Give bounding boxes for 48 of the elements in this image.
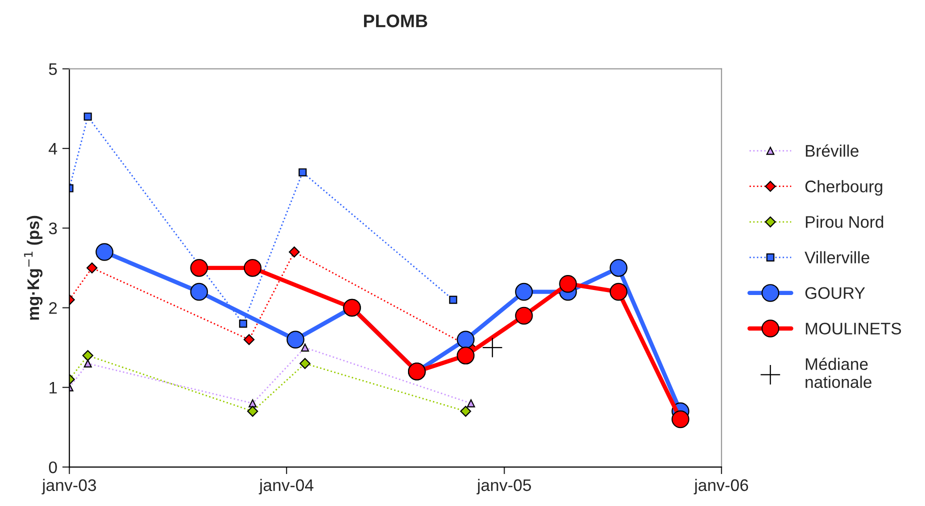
x-tick-label: janv-05 — [476, 478, 531, 494]
point — [247, 406, 258, 417]
point — [84, 112, 92, 121]
chart-title: PLOMB — [364, 14, 428, 28]
point — [86, 262, 98, 274]
point — [84, 359, 92, 368]
point — [610, 259, 628, 277]
point — [190, 259, 208, 277]
point — [559, 274, 577, 293]
point — [82, 350, 94, 361]
legend-label: Cherbourg — [805, 180, 882, 196]
point — [610, 282, 628, 301]
y-tick-label: 3 — [48, 222, 57, 234]
legend-label: Bréville — [806, 144, 858, 157]
legend-label: Villerville — [804, 251, 870, 264]
point — [288, 246, 300, 258]
point — [244, 259, 262, 277]
point — [449, 296, 458, 304]
y-tick-label: 2 — [49, 302, 57, 314]
point — [244, 334, 255, 346]
point — [190, 282, 208, 301]
point — [515, 282, 533, 301]
x-tick-label: janv-03 — [42, 478, 96, 494]
x-tick-label: janv-06 — [694, 478, 748, 494]
point — [515, 306, 533, 325]
legend-label: MOULINETS — [806, 322, 902, 334]
point — [456, 330, 475, 348]
point — [456, 346, 475, 364]
y-tick-label: 0 — [48, 461, 57, 474]
point — [286, 330, 304, 348]
legend-label: Pirou Nord — [806, 216, 884, 228]
point — [672, 410, 690, 428]
point — [96, 243, 114, 261]
point — [298, 168, 307, 176]
point — [248, 399, 257, 408]
legend-label: Médiane nationale — [806, 358, 872, 388]
y-tick-label: 4 — [48, 143, 58, 154]
y-tick-label: 5 — [48, 63, 57, 76]
y-axis-title: mg·Kg$^{−1}$ (ps) — [24, 216, 42, 320]
point — [239, 320, 248, 328]
point — [460, 406, 472, 417]
point — [466, 399, 476, 408]
x-tick-label: janv-04 — [258, 478, 314, 494]
point — [482, 337, 503, 358]
point — [300, 358, 310, 369]
legend-label: GOURY — [805, 287, 865, 299]
point — [300, 344, 310, 352]
y-tick-label: 1 — [50, 382, 57, 394]
